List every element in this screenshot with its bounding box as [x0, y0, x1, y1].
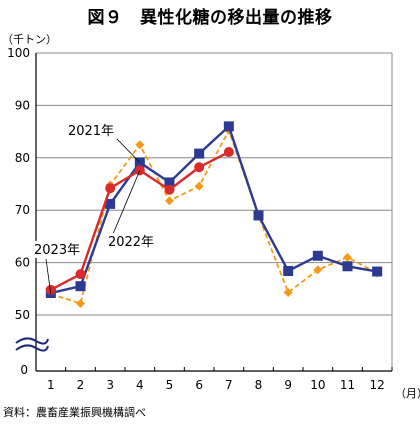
point-2021年-3 — [105, 198, 116, 209]
x-tick-label-10: 10 — [310, 378, 325, 392]
series-label-2023年: 2023年 — [34, 243, 80, 258]
y-tick-label-90: 90 — [15, 98, 30, 112]
point-2023年-2 — [76, 298, 85, 308]
point-2021年-9 — [283, 265, 294, 276]
point-2023年-9 — [283, 287, 293, 297]
point-2023年-10 — [313, 265, 323, 275]
x-tick-label-1: 1 — [47, 378, 55, 392]
x-tick-label-8: 8 — [255, 378, 263, 392]
point-2022年-7 — [223, 147, 234, 158]
axis-break-icon — [15, 337, 49, 352]
point-2022年-3 — [105, 183, 116, 194]
label-bg-2023年 — [32, 241, 84, 258]
point-2021年-7 — [223, 121, 234, 132]
point-2022年-5 — [164, 184, 175, 195]
x-tick-label-5: 5 — [166, 378, 174, 392]
x-tick-label-2: 2 — [77, 378, 85, 392]
series-label-2022年: 2022年 — [108, 235, 154, 250]
y-tick-label-50: 50 — [15, 308, 30, 322]
chart-title: 図９ 異性化糖の移出量の推移 — [87, 8, 333, 28]
point-2021年-10 — [312, 250, 323, 261]
label-leader-2021年 — [115, 137, 141, 163]
x-tick-label-6: 6 — [195, 378, 203, 392]
x-tick-label-9: 9 — [284, 378, 292, 392]
point-2023年-5 — [165, 196, 174, 206]
point-2021年-2 — [75, 281, 86, 292]
x-axis-unit: （月） — [395, 387, 420, 400]
point-2023年-6 — [194, 181, 204, 191]
y-tick-label-60: 60 — [15, 256, 30, 270]
y-tick-label-0: 0 — [20, 363, 28, 377]
y-tick-label-70: 70 — [15, 203, 30, 217]
point-2022年-2 — [75, 269, 86, 280]
label-bg-2021年 — [65, 122, 117, 139]
label-bg-2022年 — [105, 233, 157, 250]
x-tick-label-11: 11 — [340, 378, 355, 392]
series-line-2021年 — [50, 125, 378, 295]
y-tick-label-80: 80 — [15, 151, 30, 165]
point-2022年-1 — [45, 284, 56, 295]
point-2021年-11 — [342, 261, 353, 272]
label-leader-2022年 — [112, 170, 141, 235]
point-2022年-6 — [194, 162, 205, 173]
x-tick-label-4: 4 — [136, 378, 144, 392]
y-axis-unit: （千トン） — [2, 33, 57, 46]
point-2023年-11 — [343, 252, 352, 262]
point-2023年-4 — [135, 140, 145, 150]
series-label-2021年: 2021年 — [68, 124, 114, 139]
point-2021年-5 — [164, 177, 175, 188]
y-tick-label-100: 100 — [7, 46, 30, 60]
point-2021年-12 — [372, 266, 383, 277]
point-2021年-6 — [194, 148, 205, 159]
source-note: 資料：農畜産業振興機構調べ — [3, 406, 146, 419]
x-tick-label-3: 3 — [106, 378, 114, 392]
x-tick-label-7: 7 — [225, 378, 233, 392]
point-2021年-8 — [253, 210, 264, 221]
label-leader-2023年 — [45, 258, 52, 295]
x-tick-label-12: 12 — [370, 378, 385, 392]
